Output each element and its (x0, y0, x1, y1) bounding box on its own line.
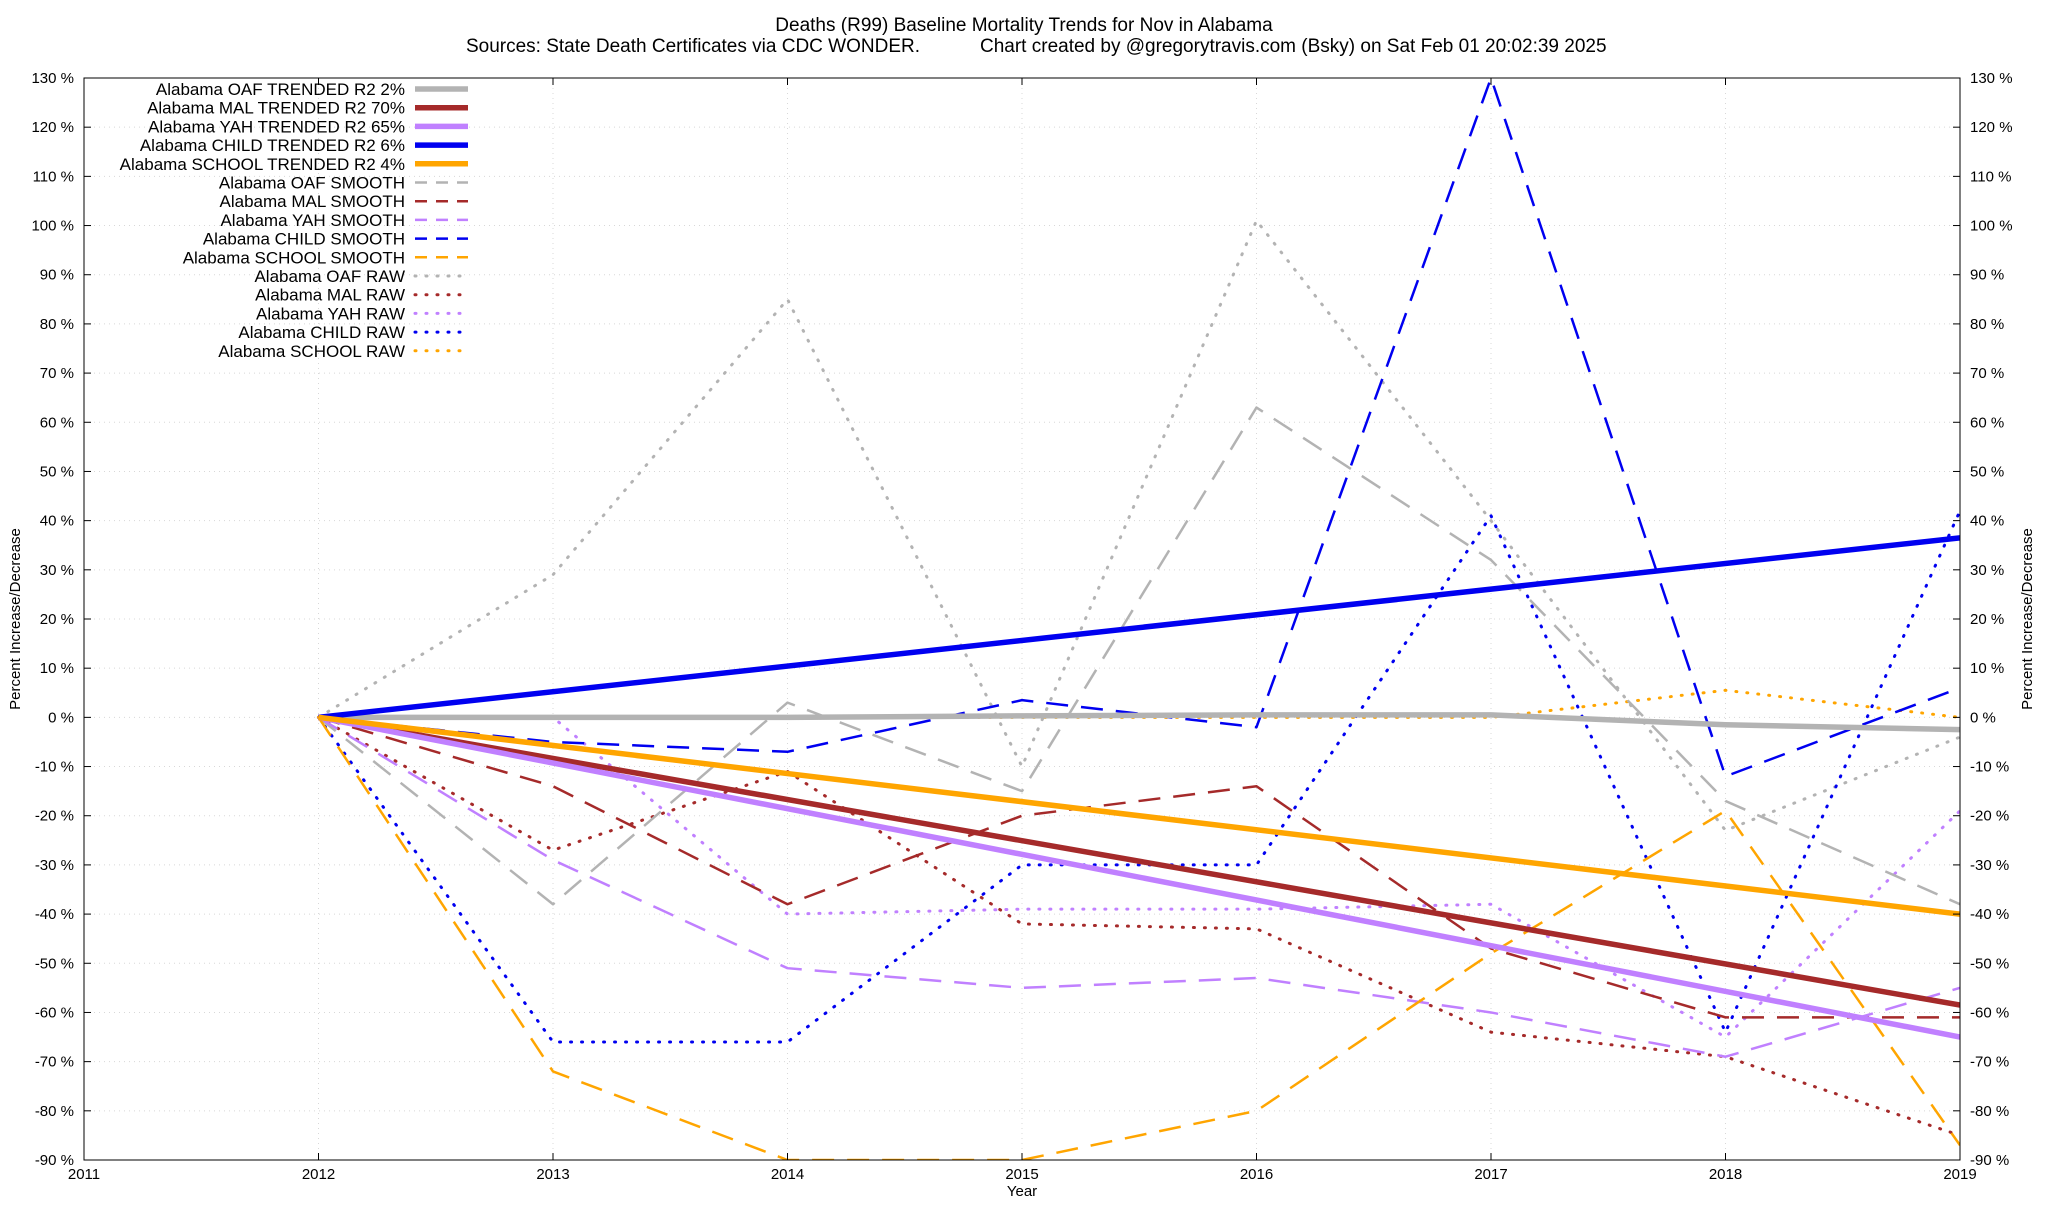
y-tick-label-right: -90 % (1970, 1152, 2009, 1169)
y-tick-label-right: 60 % (1970, 414, 2004, 431)
legend-label: Alabama YAH RAW (256, 304, 405, 323)
y-tick-label-left: -50 % (35, 955, 74, 972)
axis-ticks: -90 % -90 % -80 % -80 % -70 % -70 % -60 % -60 %… (31, 70, 2012, 1183)
x-tick-label: 2015 (1005, 1166, 1038, 1183)
series-line-yah-smooth (317, 716, 1960, 1058)
series-line-child-raw (317, 509, 1960, 1044)
legend-label: Alabama CHILD RAW (238, 323, 405, 342)
y-tick-label-right: 0 % (1970, 709, 1996, 726)
y-tick-label-left: 130 % (31, 70, 74, 87)
legend-label: Alabama OAF RAW (254, 267, 405, 286)
series-line-oaf-raw (317, 219, 1960, 832)
legend-label: Alabama SCHOOL SMOOTH (183, 248, 405, 267)
legend-label: Alabama YAH SMOOTH (220, 211, 405, 230)
y-tick-label-right: -60 % (1970, 1004, 2009, 1021)
y-tick-label-left: 100 % (31, 218, 74, 235)
series-line-yah-trend (317, 714, 1960, 1040)
legend-label: Alabama SCHOOL RAW (218, 342, 405, 361)
y-tick-label-right: -30 % (1970, 857, 2009, 874)
x-tick-label: 2014 (771, 1166, 804, 1183)
y-axis-label-right: Percent Increase/Decrease (2019, 528, 2036, 710)
y-tick-label-left: 20 % (40, 611, 74, 628)
y-tick-label-left: 40 % (40, 513, 74, 530)
legend-label: Alabama SCHOOL TRENDED R2 4% (120, 155, 405, 174)
legend-label: Alabama OAF TRENDED R2 2% (156, 80, 405, 99)
y-tick-label-right: -50 % (1970, 955, 2009, 972)
y-tick-label-right: 80 % (1970, 316, 2004, 333)
series-line-school-trend (318, 714, 1960, 917)
y-tick-label-right: 40 % (1970, 513, 2004, 530)
y-tick-label-left: 90 % (40, 267, 74, 284)
y-tick-label-right: 70 % (1970, 365, 2004, 382)
y-tick-label-left: 110 % (33, 168, 74, 185)
series-line-child-trend (318, 535, 1960, 721)
chart-subtitle-right: Chart created by @gregorytravis.com (Bsk… (980, 36, 1607, 57)
y-tick-label-right: 50 % (1970, 463, 2004, 480)
y-tick-label-left: 50 % (40, 463, 74, 480)
y-tick-label-right: 30 % (1970, 562, 2004, 579)
y-tick-label-left: 0 % (48, 709, 74, 726)
y-tick-label-right: 130 % (1970, 70, 2013, 87)
x-tick-label: 2018 (1709, 1166, 1742, 1183)
y-tick-label-right: -20 % (1970, 808, 2009, 825)
y-tick-label-left: 30 % (40, 562, 74, 579)
y-tick-label-left: -70 % (35, 1054, 74, 1071)
y-tick-label-left: 60 % (40, 414, 74, 431)
series-line-oaf-smooth (317, 406, 1960, 906)
y-tick-label-right: 10 % (1970, 660, 2004, 677)
series-line-mal-trend (318, 714, 1960, 1008)
x-axis-label: Year (1007, 1183, 1037, 1200)
legend-label: Alabama CHILD SMOOTH (203, 230, 405, 249)
series-line-mal-raw (317, 715, 1960, 1137)
series-line-oaf-trend (318, 712, 1960, 733)
y-tick-label-right: -10 % (1970, 759, 2009, 776)
chart-subtitle-left: Sources: State Death Certificates via CD… (466, 36, 920, 57)
legend-label: Alabama MAL RAW (255, 286, 405, 305)
x-tick-label: 2016 (1240, 1166, 1273, 1183)
series-line-child-smooth (318, 78, 1960, 778)
x-tick-label: 2011 (68, 1166, 100, 1183)
y-tick-label-right: 90 % (1970, 267, 2004, 284)
legend-label: Alabama CHILD TRENDED R2 6% (140, 136, 405, 155)
x-tick-label: 2012 (302, 1166, 335, 1183)
y-tick-label-left: -60 % (35, 1004, 74, 1021)
y-tick-label-right: -70 % (1970, 1054, 2009, 1071)
y-tick-label-left: 80 % (40, 316, 74, 333)
y-tick-label-left: 10 % (40, 660, 74, 677)
x-tick-label: 2013 (536, 1166, 569, 1183)
y-tick-label-left: -90 % (35, 1152, 74, 1169)
y-tick-label-left: 120 % (31, 119, 74, 136)
y-tick-label-right: 100 % (1970, 218, 2013, 235)
legend: Alabama OAF TRENDED R2 2%Alabama MAL TRE… (120, 80, 470, 361)
y-tick-label-left: 70 % (40, 365, 74, 382)
chart-title: Deaths (R99) Baseline Mortality Trends f… (775, 15, 1273, 36)
y-tick-label-left: -30 % (35, 857, 74, 874)
legend-label: Alabama YAH TRENDED R2 65% (148, 117, 405, 136)
y-tick-label-left: -40 % (35, 906, 74, 923)
legend-label: Alabama MAL TRENDED R2 70% (147, 99, 405, 118)
y-tick-label-right: 110 % (1970, 168, 2011, 185)
y-tick-label-left: -10 % (35, 759, 74, 776)
series-line-school-smooth (317, 716, 1960, 1160)
y-tick-label-left: -80 % (35, 1103, 74, 1120)
y-tick-label-left: -20 % (35, 808, 74, 825)
y-tick-label-right: -40 % (1970, 906, 2009, 923)
y-tick-label-right: -80 % (1970, 1103, 2009, 1120)
series-line-mal-smooth (318, 716, 1960, 1019)
legend-label: Alabama OAF SMOOTH (219, 174, 405, 193)
legend-label: Alabama MAL SMOOTH (220, 192, 405, 211)
y-tick-label-right: 20 % (1970, 611, 2004, 628)
x-tick-label: 2019 (1943, 1166, 1976, 1183)
plot-series (317, 78, 1960, 1160)
y-axis-label-left: Percent Increase/Decrease (7, 528, 24, 710)
x-tick-label: 2017 (1474, 1166, 1507, 1183)
y-tick-label-right: 120 % (1970, 119, 2013, 136)
